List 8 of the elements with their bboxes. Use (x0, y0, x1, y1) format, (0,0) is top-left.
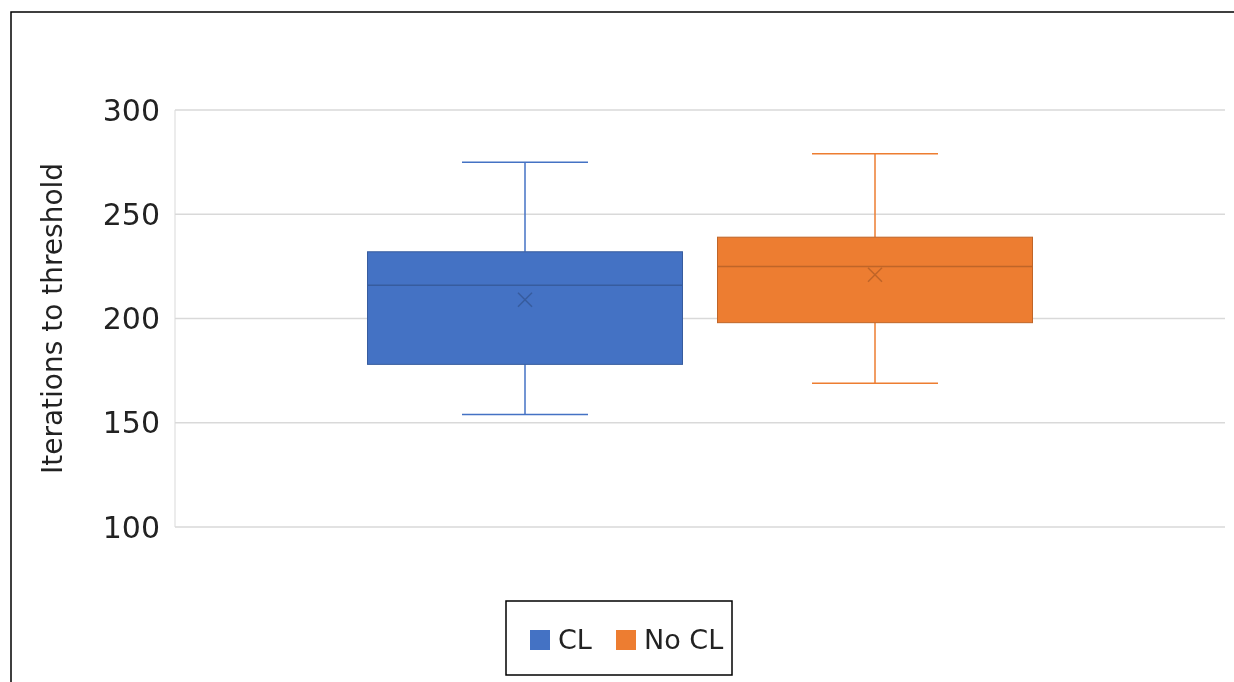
y-tick-label: 200 (102, 301, 160, 336)
y-tick-label: 150 (102, 405, 160, 441)
y-tick-label: 300 (102, 92, 160, 128)
y-axis-title: Iterations to threshold (36, 162, 69, 475)
y-tick-label: 100 (102, 509, 160, 545)
legend-label: CL (558, 624, 592, 656)
legend-label: No CL (644, 624, 724, 656)
y-tick-label: 250 (102, 196, 160, 232)
